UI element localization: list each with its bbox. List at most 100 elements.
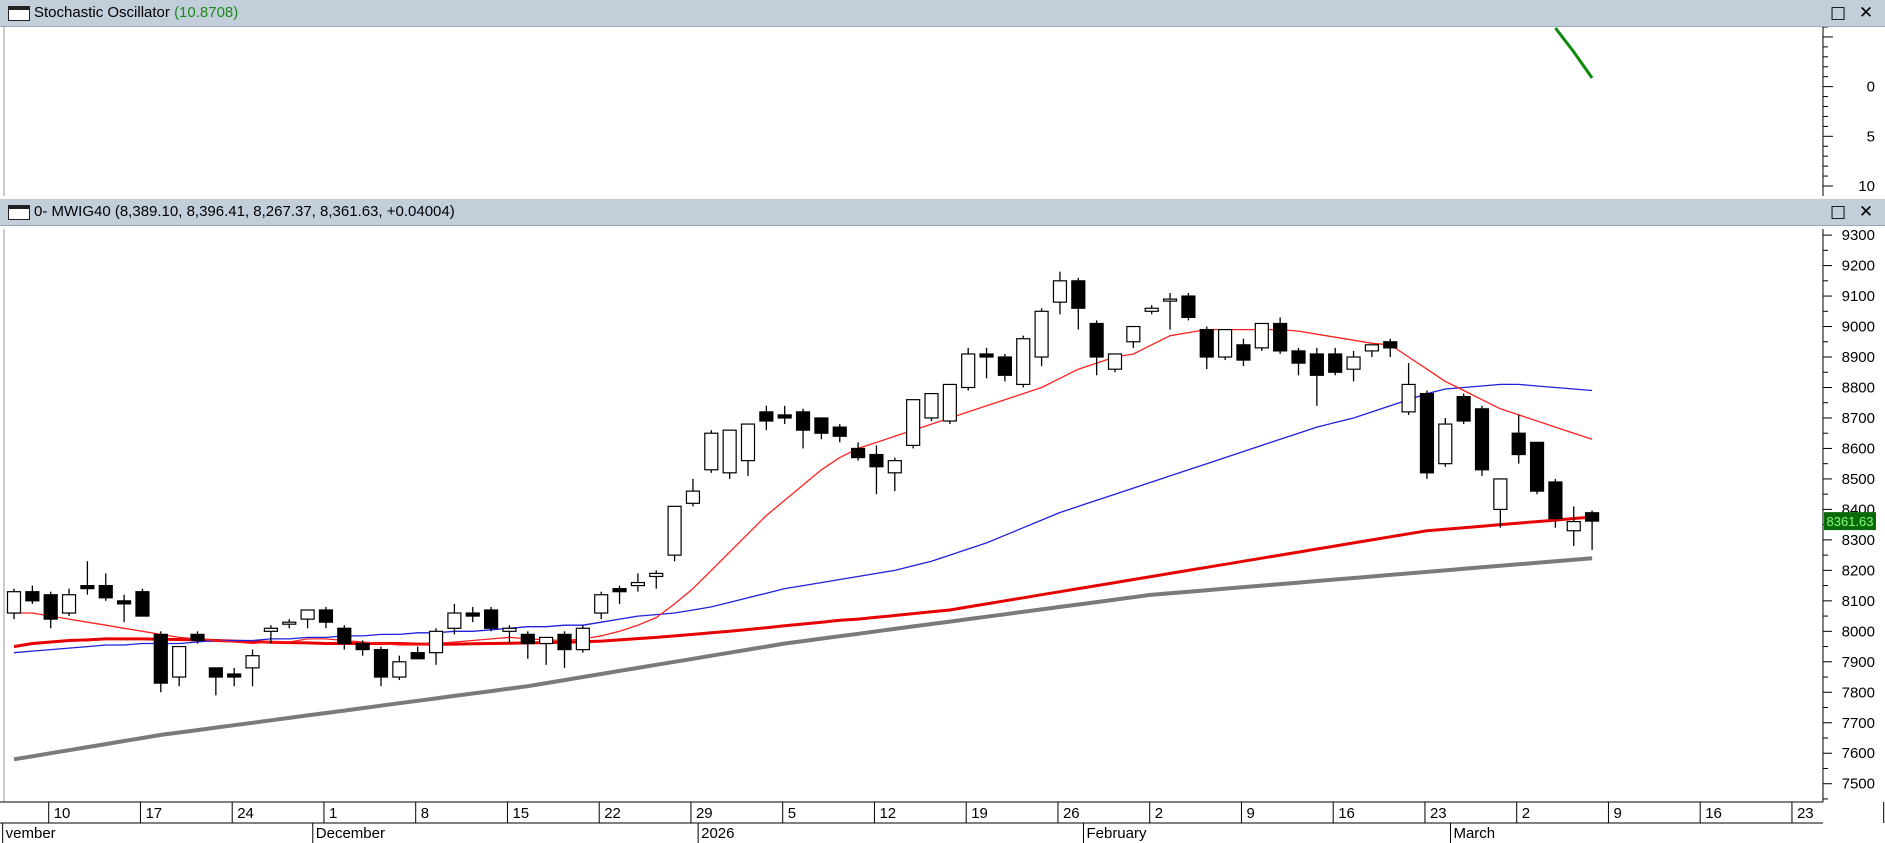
candle (392, 655, 407, 681)
candle-body (942, 383, 957, 422)
candle (575, 625, 590, 653)
maximize-button[interactable]: □ (1829, 3, 1847, 23)
candle (520, 631, 535, 659)
stochastic-line (1554, 27, 1594, 79)
x-day-tick-label: 12 (879, 805, 896, 822)
price-y-tick-label: 8700 (1842, 410, 1875, 427)
candle (777, 405, 792, 425)
candle (245, 649, 260, 687)
candle-body (25, 591, 40, 602)
candle-body (704, 432, 719, 471)
price-y-tick-label: 8500 (1842, 471, 1875, 488)
price-y-tick-label: 9100 (1842, 288, 1875, 305)
candle (1328, 347, 1343, 376)
candle-body (520, 633, 535, 645)
candle (649, 570, 664, 589)
maximize-button[interactable]: □ (1829, 202, 1847, 222)
candle-body (575, 627, 590, 651)
price-pane-title: 0- MWIG40 (8,389.10, 8,396.41, 8,267.37,… (34, 203, 455, 220)
candle (1419, 390, 1435, 479)
candle (80, 561, 95, 595)
candle (1034, 308, 1049, 367)
x-day-tick-label: 1 (329, 805, 337, 822)
last-price-box (1824, 512, 1876, 531)
candle (1181, 293, 1196, 321)
candle (887, 457, 902, 492)
candle (1584, 510, 1600, 550)
candle-body (373, 649, 389, 678)
candle (410, 646, 425, 660)
candle (740, 423, 756, 476)
candle (814, 417, 829, 440)
candle-body (759, 411, 774, 422)
close-button[interactable]: ✕ (1858, 3, 1874, 23)
candle-body (337, 627, 352, 645)
last-price-label: 8361.63 (1827, 514, 1874, 529)
candle-body (612, 588, 627, 593)
oscillator-pane-header: Stochastic Oscillator (10.8708) □ ✕ (0, 0, 1885, 27)
x-month-label: vember (6, 825, 56, 842)
candle-body (282, 621, 297, 625)
candle (1346, 350, 1361, 382)
candle-body (685, 490, 701, 504)
candle-body (410, 652, 425, 660)
price-y-tick-label: 8000 (1842, 623, 1875, 640)
x-day-tick-label: 2 (1522, 805, 1530, 822)
window-icon[interactable] (8, 205, 30, 220)
candle (25, 585, 40, 604)
candle (1291, 347, 1306, 376)
candle (1126, 325, 1141, 348)
x-day-tick-label: 9 (1613, 805, 1621, 822)
oscillator-title: Stochastic Oscillator (10.8708) (34, 4, 238, 21)
candle (1529, 441, 1545, 495)
candle (1364, 344, 1380, 358)
price-y-tick-label: 9200 (1842, 258, 1875, 275)
candle (722, 429, 737, 479)
close-button[interactable]: ✕ (1858, 202, 1874, 222)
price-y-tick-label: 8200 (1842, 562, 1875, 579)
price-pane-header: 0- MWIG40 (8,389.10, 8,396.41, 8,267.37,… (0, 199, 1885, 226)
price-y-tick-label: 7900 (1842, 654, 1875, 671)
candle-body (887, 460, 902, 474)
price-y-tick-label: 7800 (1842, 684, 1875, 701)
candle (135, 588, 150, 617)
oscillator-value: (10.8708) (174, 4, 239, 21)
candle-body (869, 453, 884, 468)
candle (1456, 393, 1471, 425)
ma-long-line (13, 556, 1593, 762)
window-icon[interactable] (8, 6, 30, 21)
last-price-marker: 8361.63 (1824, 512, 1876, 531)
candle (795, 408, 811, 449)
x-month-label: March (1453, 825, 1495, 842)
x-month-label: 2026 (701, 825, 734, 842)
candle-body (392, 661, 407, 678)
candle-body (795, 411, 811, 431)
candle-body (355, 642, 370, 651)
candle (43, 591, 58, 629)
candle (1566, 506, 1581, 546)
candle-body (814, 417, 829, 434)
candle-body (135, 591, 150, 617)
candle-body (1273, 322, 1288, 352)
candle (282, 619, 297, 629)
candle (1089, 320, 1104, 376)
x-month-label: December (316, 825, 385, 842)
candle-body (1291, 350, 1306, 364)
candle-body (1254, 322, 1269, 349)
candle-body (1383, 341, 1398, 349)
candle (465, 606, 480, 623)
candle (1548, 478, 1563, 528)
candle (1217, 328, 1233, 361)
candle (1401, 363, 1416, 415)
candle (594, 591, 609, 620)
candle-body (80, 585, 95, 590)
oscillator-pane: 10 5 0 (3, 26, 1875, 196)
candle-body (1052, 280, 1068, 303)
candle (172, 645, 187, 687)
candle (428, 628, 444, 665)
candle-body (1217, 328, 1233, 358)
x-day-tick-label: 2 (1155, 805, 1163, 822)
osc-y-tick-label: 10 (1858, 178, 1875, 195)
candle-body (557, 633, 572, 651)
price-y-tick-label: 9300 (1842, 227, 1875, 244)
